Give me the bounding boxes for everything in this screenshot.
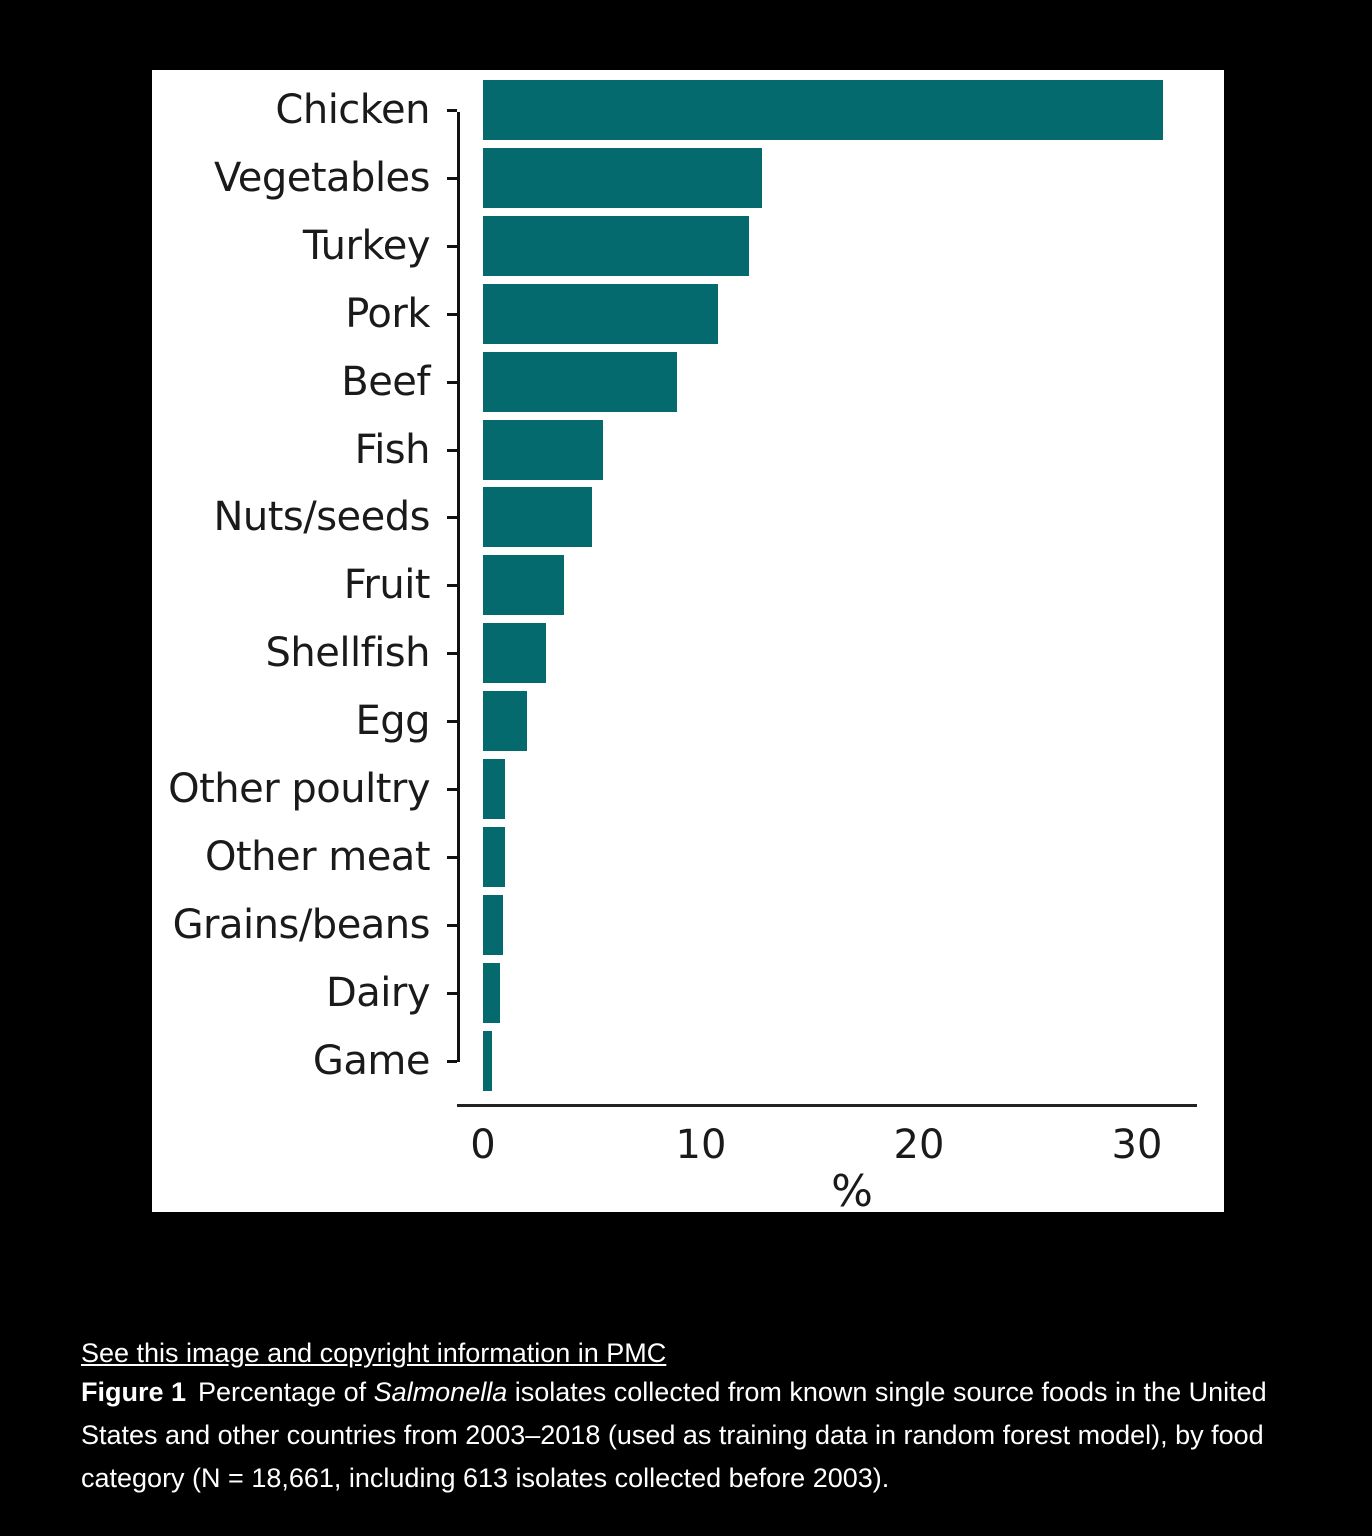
x-tick-label: 0 <box>470 1122 496 1168</box>
category-label: Fish <box>354 426 431 473</box>
y-tick <box>447 720 457 724</box>
category-label: Other meat <box>204 833 431 880</box>
y-axis-line <box>457 112 460 1062</box>
bar-vegetables <box>483 147 763 208</box>
bar-egg <box>483 691 527 752</box>
category-label: Shellfish <box>265 630 431 677</box>
x-axis-line <box>457 1104 1197 1107</box>
bar-fruit <box>483 555 564 616</box>
y-tick <box>447 244 457 248</box>
category-label: Game <box>312 1037 431 1084</box>
category-label: Egg <box>355 698 430 745</box>
figure-caption: See this image and copyright information… <box>81 1335 1301 1500</box>
category-label: Dairy <box>325 969 431 1016</box>
y-tick <box>447 176 457 180</box>
category-label: Pork <box>345 290 430 337</box>
category-label: Fruit <box>343 562 431 609</box>
y-tick <box>447 923 457 927</box>
category-label: Turkey <box>302 222 431 269</box>
bar-fish <box>483 419 603 480</box>
y-tick <box>447 109 457 112</box>
y-tick <box>447 448 457 452</box>
bar-dairy <box>483 962 501 1023</box>
x-tick-label: 20 <box>893 1122 945 1168</box>
y-tick <box>447 312 457 316</box>
category-label: Grains/beans <box>172 901 431 948</box>
bar-other-poultry <box>483 759 505 819</box>
x-axis-label: % <box>831 1166 873 1213</box>
bar-nuts-seeds <box>483 487 592 548</box>
category-label: Other poultry <box>168 766 430 812</box>
bar-shellfish <box>483 623 547 684</box>
bar-pork <box>483 283 719 344</box>
x-tick-label: 30 <box>1111 1122 1163 1168</box>
category-label: Beef <box>341 358 430 405</box>
caption-text-start: Percentage of <box>198 1377 374 1407</box>
y-tick <box>447 855 457 859</box>
bar-turkey <box>483 215 749 276</box>
x-tick-label: 10 <box>675 1122 727 1168</box>
bar-grains-beans <box>483 894 503 955</box>
y-tick <box>447 380 457 384</box>
y-tick <box>447 991 457 995</box>
bar-other-meat <box>483 826 505 887</box>
category-label: Vegetables <box>213 154 431 201</box>
y-tick <box>447 1059 457 1063</box>
chart-figure: % Chicken Vegetables Turkey Pork Beef Fish Nut… <box>152 70 1224 1212</box>
y-tick <box>447 652 457 656</box>
bar-game <box>483 1030 492 1091</box>
bar-beef <box>483 351 678 412</box>
bar-chicken <box>483 80 1164 140</box>
category-label: Chicken <box>275 87 430 133</box>
y-tick <box>447 788 457 791</box>
pmc-copyright-link[interactable]: See this image and copyright information… <box>81 1338 667 1368</box>
figure-number: Figure 1 <box>81 1377 187 1407</box>
category-label: Nuts/seeds <box>213 494 430 541</box>
caption-italic-organism: Salmonella <box>373 1377 508 1407</box>
y-tick <box>447 584 457 588</box>
caption-text-end: isolates collected from known single sou… <box>81 1377 1267 1493</box>
y-tick <box>447 516 457 520</box>
